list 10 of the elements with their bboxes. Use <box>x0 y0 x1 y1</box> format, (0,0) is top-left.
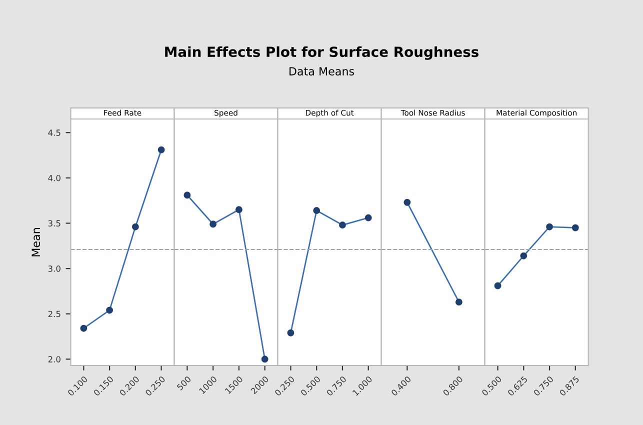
y-tick-label: 2.5 <box>48 310 60 318</box>
x-tick-label: 500 <box>176 376 192 391</box>
y-tick-label: 4.5 <box>48 130 60 136</box>
y-tick-label: 2.0 <box>48 356 60 362</box>
y-tick-label: 4.0 <box>48 174 60 182</box>
y-axis-title: Mean <box>32 228 40 256</box>
y-tick-label: 3.5 <box>48 220 60 227</box>
y-tick-label: 3.0 <box>48 266 60 272</box>
text: Data Means <box>290 67 354 76</box>
text: Main Effects Plot for Surface Roughness <box>165 46 478 60</box>
